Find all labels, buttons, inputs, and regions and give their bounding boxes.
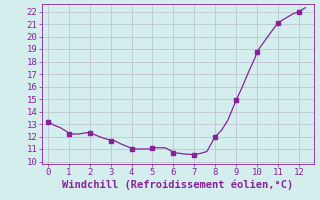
X-axis label: Windchill (Refroidissement éolien,°C): Windchill (Refroidissement éolien,°C) <box>62 180 293 190</box>
